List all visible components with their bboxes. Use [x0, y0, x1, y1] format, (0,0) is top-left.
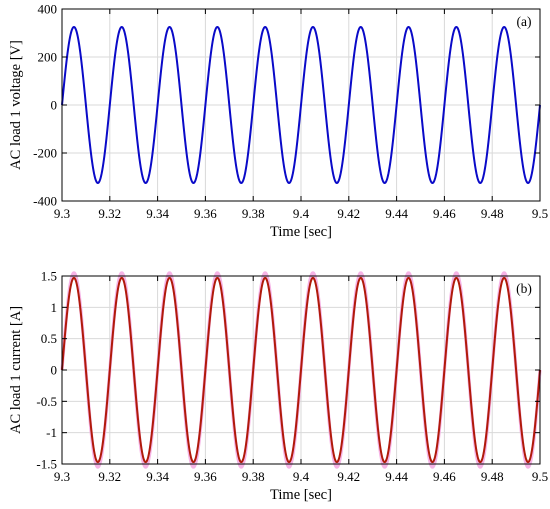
current-chart: 9.3 9.32 9.34 9.36 9.38 9.4 9.42 9.44 9.46 9.48 9.…: [8, 269, 548, 504]
voltage-y-tick-label-1: -200: [33, 146, 57, 161]
current-y-tick-label-2: -0.5: [36, 394, 57, 409]
current-x-tick-label-10: 9.5: [532, 469, 548, 484]
current-x-axis-label: Time [sec]: [270, 487, 332, 503]
current-y-tick-label-5: 1: [51, 300, 58, 315]
voltage-x-tick-label-7: 9.44: [385, 206, 408, 221]
current-x-tick-label-0: 9.3: [54, 469, 70, 484]
voltage-x-ticks: 9.3 9.32 9.34 9.36 9.38 9.4 9.42 9.44 9.46 9.48 9.…: [54, 9, 548, 221]
current-x-tick-label-9: 9.48: [481, 469, 504, 484]
voltage-panel-label: (a): [517, 14, 532, 29]
current-y-tick-label-4: 0.5: [41, 331, 57, 346]
voltage-series: [61, 26, 541, 184]
voltage-x-tick-label-1: 9.32: [98, 206, 121, 221]
current-y-tick-label-1: -1: [46, 425, 57, 440]
voltage-x-tick-label-0: 9.3: [54, 206, 70, 221]
current-y-tick-label-0: -1.5: [36, 457, 57, 472]
voltage-y-tick-label-0: -400: [33, 194, 57, 209]
voltage-y-axis-label: AC load 1 voltage [V]: [8, 40, 24, 170]
current-x-tick-label-4: 9.38: [242, 469, 265, 484]
current-x-tick-label-8: 9.46: [433, 469, 456, 484]
current-y-tick-label-6: 1.5: [41, 269, 57, 284]
current-y-axis-label: AC load 1 current [A]: [8, 306, 24, 434]
current-x-tick-label-1: 9.32: [98, 469, 121, 484]
current-x-tick-label-2: 9.34: [146, 469, 169, 484]
voltage-x-tick-label-4: 9.38: [242, 206, 265, 221]
current-x-ticks: 9.3 9.32 9.34 9.36 9.38 9.4 9.42 9.44 9.46 9.48 9.…: [54, 276, 548, 484]
current-y-tick-label-3: 0: [51, 363, 58, 378]
current-x-tick-label-5: 9.4: [293, 469, 310, 484]
voltage-x-tick-label-10: 9.5: [532, 206, 548, 221]
voltage-y-tick-label-3: 200: [38, 50, 58, 65]
voltage-series-line-0: [61, 26, 541, 184]
voltage-x-tick-label-2: 9.34: [146, 206, 169, 221]
voltage-x-tick-label-5: 9.4: [293, 206, 310, 221]
voltage-x-tick-label-9: 9.48: [481, 206, 504, 221]
current-x-tick-label-6: 9.42: [337, 469, 360, 484]
voltage-y-tick-label-2: 0: [51, 98, 58, 113]
voltage-x-tick-label-3: 9.36: [194, 206, 217, 221]
voltage-y-ticks: -400 -200 0 200 400: [33, 2, 540, 209]
voltage-x-axis-label: Time [sec]: [270, 224, 332, 240]
voltage-y-tick-label-4: 400: [38, 2, 58, 17]
current-y-ticks: -1.5 -1 -0.5 0 0.5 1 1.5: [36, 269, 540, 472]
current-series: [60, 271, 542, 469]
current-x-tick-label-3: 9.36: [194, 469, 217, 484]
voltage-chart: 9.3 9.32 9.34 9.36 9.38 9.4 9.42 9.44 9.46 9.48 9.…: [8, 2, 548, 241]
current-panel-label: (b): [516, 281, 532, 296]
current-series-line-0: [61, 276, 541, 464]
voltage-x-tick-label-6: 9.42: [337, 206, 360, 221]
current-x-tick-label-7: 9.44: [385, 469, 408, 484]
voltage-x-tick-label-8: 9.46: [433, 206, 456, 221]
